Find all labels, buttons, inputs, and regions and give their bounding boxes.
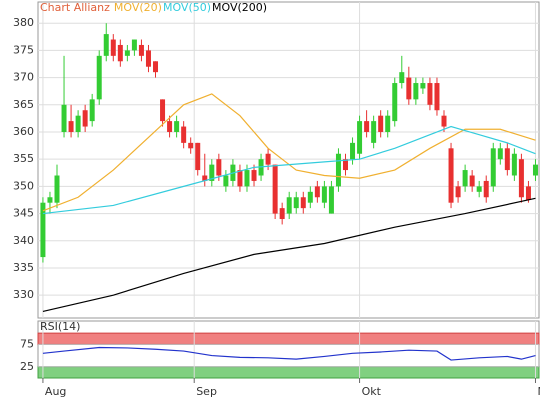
x-tick-label: Aug — [45, 385, 66, 398]
candle-body — [511, 153, 517, 176]
candle-body — [145, 50, 151, 67]
candle-body — [110, 39, 116, 56]
candle-body — [223, 175, 229, 187]
candle-body — [202, 175, 208, 181]
ma-line — [42, 93, 536, 212]
legend-entry: MOV(50) — [163, 1, 211, 14]
candle-body — [314, 186, 320, 198]
y-tick-label: 345 — [13, 207, 34, 220]
candle-body — [357, 121, 363, 154]
ma-line — [42, 125, 536, 215]
candle-body — [441, 115, 447, 127]
candle-body — [174, 121, 180, 132]
candle-body — [82, 110, 88, 127]
candle-body — [364, 121, 370, 132]
candle-body — [68, 121, 74, 132]
candle-body — [469, 175, 475, 187]
candle-body — [497, 148, 503, 160]
legend-entry: MOV(200) — [212, 1, 267, 14]
x-tick-label: N — [537, 385, 540, 398]
y-tick-label: 365 — [13, 98, 34, 111]
legend-entry: MOV(20) — [114, 1, 162, 14]
y-tick-label: 330 — [13, 288, 34, 301]
candle-body — [244, 170, 250, 187]
candle-body — [476, 186, 482, 192]
candle-body — [378, 115, 384, 132]
candle-body — [265, 153, 271, 165]
candle-body — [75, 115, 81, 132]
candle-body — [392, 83, 398, 122]
y-tick-label: 335 — [13, 261, 34, 274]
candle-body — [399, 72, 405, 84]
candle-body — [413, 83, 419, 100]
candle-body — [455, 186, 461, 198]
rsi-tick-label: 75 — [20, 337, 34, 350]
candle-body — [434, 83, 440, 111]
candle-body — [307, 191, 313, 203]
y-tick-label: 340 — [13, 234, 34, 247]
candle-body — [131, 39, 137, 51]
candle-body — [518, 159, 524, 198]
candle-body — [188, 142, 194, 149]
candle-body — [40, 202, 46, 258]
candle-body — [216, 159, 222, 176]
candle-body — [335, 153, 341, 187]
candle-body — [209, 164, 215, 181]
candle-body — [47, 197, 53, 203]
candle-body — [300, 197, 306, 209]
candle-body — [237, 170, 243, 187]
candle-body — [462, 170, 468, 187]
y-tick-label: 360 — [13, 125, 34, 138]
candle-body — [385, 115, 391, 132]
candle-body — [61, 104, 67, 132]
candle-body — [251, 170, 257, 181]
candle-body — [342, 159, 348, 171]
candle-body — [490, 148, 496, 187]
y-tick-label: 375 — [13, 43, 34, 56]
candle-body — [103, 34, 109, 56]
candle-body — [420, 83, 426, 89]
candle-body — [138, 44, 144, 56]
candle-body — [293, 197, 299, 209]
rsi-tick-label: 25 — [20, 360, 34, 373]
candle-body — [272, 164, 278, 214]
overbought-band — [37, 332, 540, 345]
candle-body — [483, 180, 489, 198]
y-tick-label: 355 — [13, 152, 34, 165]
oversold-band — [37, 366, 540, 379]
candle-body — [448, 148, 454, 203]
candle-body — [406, 77, 412, 100]
candle-body — [532, 164, 538, 176]
candle-body — [321, 186, 327, 203]
ma-line — [42, 197, 536, 313]
candle-body — [504, 148, 510, 171]
chart-title: Chart Allianz — [40, 1, 110, 14]
candle-body — [96, 55, 102, 100]
candle-body — [124, 50, 130, 56]
candle-body — [153, 61, 159, 73]
candle-body — [195, 142, 201, 171]
candle-body — [181, 126, 187, 143]
y-tick-label: 380 — [13, 16, 34, 29]
candle-body — [427, 83, 433, 105]
candle-body — [286, 197, 292, 214]
candle-body — [328, 186, 334, 214]
rsi-line — [42, 346, 536, 361]
y-tick-label: 350 — [13, 179, 34, 192]
candle-body — [89, 99, 95, 122]
candle-body — [54, 175, 60, 203]
candle-body — [167, 121, 173, 132]
candle-body — [279, 208, 285, 220]
candle-body — [117, 44, 123, 62]
x-tick-label: Sep — [196, 385, 217, 398]
candle-body — [350, 142, 356, 160]
candle-body — [371, 121, 377, 143]
x-tick-label: Okt — [362, 385, 382, 398]
candle-body — [160, 99, 166, 122]
rsi-label: RSI(14) — [40, 320, 80, 333]
candle-body — [525, 186, 531, 200]
y-tick-label: 370 — [13, 71, 34, 84]
